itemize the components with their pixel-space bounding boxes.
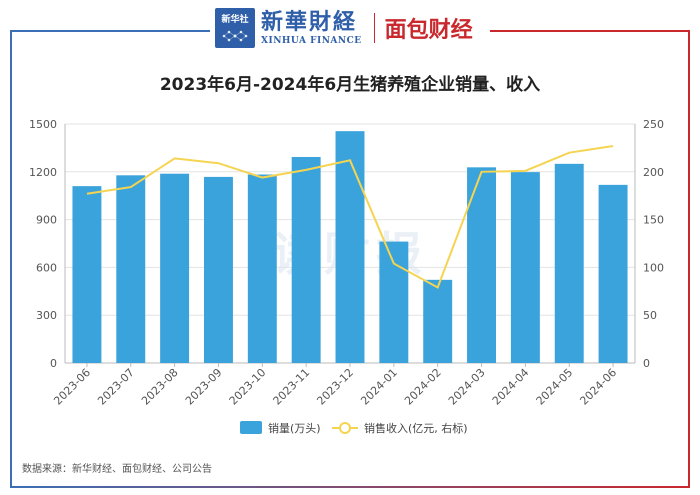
y-left-tick-label: 1500	[29, 118, 57, 131]
bar	[247, 174, 277, 363]
chart-title: 2023年6月-2024年6月生猪养殖企业销量、收入	[159, 75, 541, 95]
y-right-tick-label: 50	[643, 309, 657, 322]
bar	[379, 241, 409, 363]
x-tick-label: 2023-08	[139, 366, 181, 408]
x-tick-label: 2024-02	[402, 366, 444, 408]
y-right-tick-label: 0	[643, 357, 650, 370]
y-left-tick-label: 900	[36, 214, 57, 227]
y-right-tick-label: 200	[643, 166, 664, 179]
x-tick-label: 2024-03	[446, 366, 488, 408]
bar	[598, 184, 628, 363]
xinhua-finance-en: XINHUA FINANCE	[261, 35, 362, 46]
xinhua-logo-icon: 新华社	[215, 8, 255, 48]
bar	[423, 279, 453, 363]
x-tick-label: 2023-12	[314, 366, 356, 408]
frame-top-left	[10, 30, 210, 32]
xinhua-finance-logo: 新華財経 XINHUA FINANCE	[261, 11, 362, 46]
x-tick-label: 2023-07	[95, 366, 137, 408]
x-tick-label: 2023-09	[183, 366, 225, 408]
network-dots-icon	[222, 30, 248, 42]
bar	[335, 131, 365, 363]
legend-bar-swatch	[240, 421, 262, 434]
y-left-tick-label: 600	[36, 261, 57, 274]
legend-line-marker	[339, 422, 351, 434]
y-right-tick-label: 150	[643, 214, 664, 227]
y-left-tick-label: 1200	[29, 166, 57, 179]
xinhua-finance-cn: 新華財経	[261, 8, 358, 35]
frame-top-right	[490, 30, 690, 32]
bar	[554, 163, 584, 363]
y-left-tick-label: 300	[36, 309, 57, 322]
legend-bar-label: 销量(万头)	[268, 421, 321, 435]
x-tick-label: 2024-06	[578, 366, 620, 408]
x-tick-label: 2023-11	[271, 366, 313, 408]
y-right-tick-label: 250	[643, 118, 664, 131]
xinhua-logo-text: 新华社	[221, 15, 249, 25]
frame-left	[10, 30, 12, 488]
x-tick-label: 2023-10	[227, 366, 269, 408]
header-logos: 新华社 新華財経 XINHUA FINANCE 面包财经	[215, 8, 473, 48]
bar	[116, 175, 146, 363]
y-left-tick-label: 0	[50, 357, 57, 370]
x-tick-label: 2024-01	[358, 366, 400, 408]
frame-bottom	[10, 486, 690, 488]
bar	[291, 156, 321, 363]
bar	[160, 173, 190, 363]
bar	[72, 186, 102, 363]
mianbao-finance-logo: 面包财经	[384, 18, 473, 43]
revenue-line	[86, 144, 614, 289]
logo-divider	[373, 13, 375, 43]
x-tick-label: 2024-05	[534, 366, 576, 408]
legend-line-label: 销售收入(亿元, 右标)	[364, 421, 468, 435]
x-tick-label: 2024-04	[490, 366, 532, 408]
frame-right	[688, 30, 690, 488]
bar	[510, 172, 540, 363]
y-right-tick-label: 100	[643, 261, 664, 274]
x-tick-label: 2023-06	[51, 366, 93, 408]
data-source: 数据来源：新华财经、面包财经、公司公告	[22, 464, 212, 475]
bar	[203, 176, 233, 363]
